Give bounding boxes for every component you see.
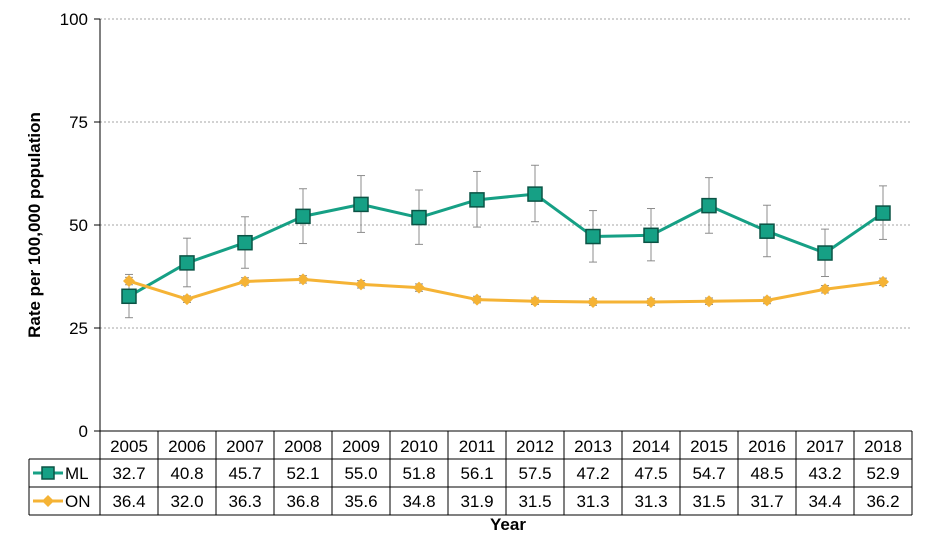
- x-tick-label: 2017: [806, 437, 844, 456]
- data-table: 2005 2006 2007 2008 2009 2010 2011 2012 2013 2014…: [28, 430, 913, 516]
- y-axis-ticks: 0 25 50 75 100: [60, 10, 101, 441]
- data-table-cell: 52.9: [866, 464, 899, 483]
- data-point-on: [413, 281, 425, 294]
- x-tick-label: 2012: [516, 437, 554, 456]
- x-tick-label: 2015: [690, 437, 728, 456]
- data-point-ml: [353, 196, 369, 213]
- y-tick-label: 75: [69, 113, 88, 132]
- data-table-cell: 31.3: [576, 492, 609, 511]
- data-point-on: [703, 295, 715, 308]
- series-line-ml: [128, 192, 884, 298]
- data-table-cell: 56.1: [460, 464, 493, 483]
- data-table-cell: 34.4: [808, 492, 841, 511]
- data-point-ml: [121, 288, 137, 305]
- data-table-cell: 31.9: [460, 492, 493, 511]
- x-tick-label: 2006: [168, 437, 206, 456]
- y-axis-title: Rate per 100,000 population: [25, 112, 44, 338]
- gridlines: [100, 18, 912, 329]
- legend-marker-diamond: [42, 495, 54, 507]
- legend-label: ML: [65, 464, 89, 483]
- data-point-on: [877, 275, 889, 288]
- x-tick-label: 2018: [864, 437, 902, 456]
- x-tick-label: 2013: [574, 437, 612, 456]
- data-table-cell: 47.2: [576, 464, 609, 483]
- data-table-cell: 40.8: [170, 464, 203, 483]
- x-axis-title: Year: [490, 515, 526, 534]
- data-point-on: [471, 293, 483, 306]
- data-point-ml: [295, 208, 311, 225]
- data-table-cell: 35.6: [344, 492, 377, 511]
- x-tick-label: 2008: [284, 437, 322, 456]
- data-table-cell: 54.7: [692, 464, 725, 483]
- data-point-on: [819, 283, 831, 296]
- data-point-on: [761, 294, 773, 307]
- data-table-cell: 45.7: [228, 464, 261, 483]
- data-point-on: [587, 296, 599, 309]
- data-point-on: [123, 275, 135, 288]
- y-tick-label: 50: [69, 216, 88, 235]
- data-point-on: [181, 293, 193, 306]
- x-tick-label: 2009: [342, 437, 380, 456]
- data-point-ml: [527, 186, 543, 202]
- data-table-cell: 31.3: [634, 492, 667, 511]
- y-tick-label: 0: [79, 422, 88, 441]
- data-table-cell: 36.8: [286, 492, 319, 511]
- data-table-cell: 32.0: [170, 492, 203, 511]
- data-point-ml: [179, 255, 195, 271]
- x-tick-label: 2014: [632, 437, 670, 456]
- data-table-cell: 36.2: [866, 492, 899, 511]
- data-point-ml: [585, 228, 601, 245]
- data-point-ml: [759, 223, 775, 239]
- y-tick-label: 25: [69, 319, 88, 338]
- data-table-cell: 36.3: [228, 492, 261, 511]
- data-table-cell: 48.5: [750, 464, 783, 483]
- data-point-on: [239, 275, 251, 288]
- data-table-cell: 31.7: [750, 492, 783, 511]
- data-table-cell: 52.1: [286, 464, 319, 483]
- data-table-cell: 31.5: [518, 492, 551, 511]
- data-point-ml: [701, 197, 717, 214]
- data-table-cell: 47.5: [634, 464, 667, 483]
- data-point-ml: [411, 209, 427, 226]
- data-point-on: [355, 278, 367, 291]
- x-tick-label: 2011: [459, 437, 496, 456]
- data-table-cell: 55.0: [344, 464, 377, 483]
- data-point-on: [645, 296, 657, 309]
- x-tick-label: 2016: [748, 437, 786, 456]
- data-table-cell: 51.8: [402, 464, 435, 483]
- data-table-cell: 57.5: [518, 464, 551, 483]
- data-point-ml: [469, 192, 485, 208]
- data-point-ml: [643, 227, 659, 244]
- data-table-cell: 31.5: [692, 492, 725, 511]
- x-tick-label: 2007: [226, 437, 264, 456]
- x-tick-label: 2010: [400, 437, 438, 456]
- data-point-ml: [237, 234, 253, 251]
- x-tick-label: 2005: [110, 437, 148, 456]
- data-point-on: [297, 273, 309, 286]
- data-table-cell: 32.7: [112, 464, 145, 483]
- legend-marker-square: [41, 466, 55, 480]
- y-tick-label: 100: [60, 10, 88, 29]
- series-markers: [121, 186, 891, 309]
- data-point-ml: [875, 205, 891, 221]
- series-line-on: [128, 277, 884, 304]
- data-table-cell: 34.8: [402, 492, 435, 511]
- data-table-cell: 43.2: [808, 464, 841, 483]
- series-lines: [128, 192, 884, 304]
- data-point-on: [529, 295, 541, 308]
- data-point-ml: [817, 245, 833, 261]
- legend-label: ON: [65, 492, 91, 511]
- data-table-cell: 36.4: [112, 492, 145, 511]
